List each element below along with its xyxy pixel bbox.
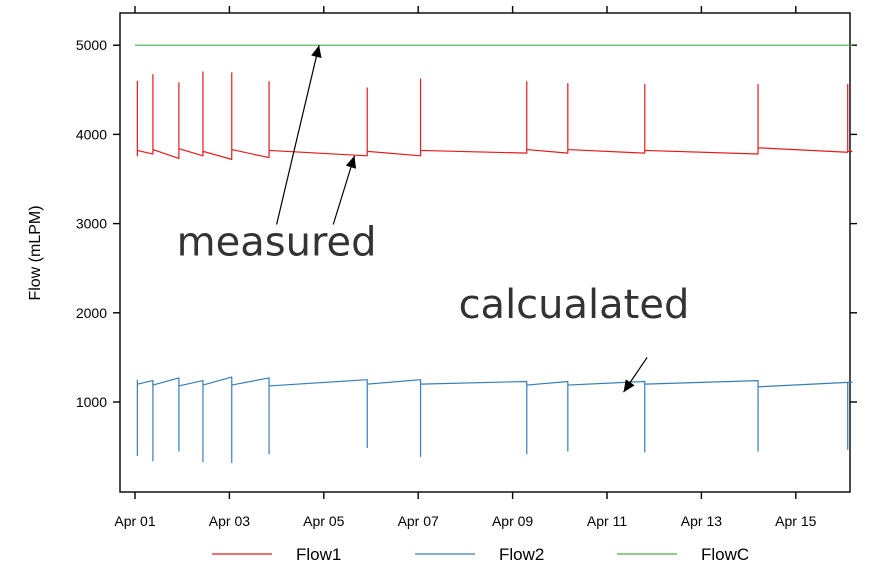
annotation-arrowhead bbox=[311, 45, 322, 58]
y-tick-label: 2000 bbox=[76, 305, 107, 321]
series-line-flow1 bbox=[136, 71, 853, 160]
y-tick-label: 3000 bbox=[76, 216, 107, 232]
series bbox=[135, 44, 853, 464]
legend-label: FlowC bbox=[701, 545, 749, 564]
x-tick-label: Apr 09 bbox=[492, 513, 533, 529]
annotation-arrowhead bbox=[623, 379, 635, 393]
x-tick-label: Apr 15 bbox=[775, 513, 816, 529]
annotations: measured calcualated bbox=[177, 45, 690, 393]
y-tick-label: 5000 bbox=[76, 37, 107, 53]
annotation-label: measured bbox=[177, 220, 377, 266]
x-tick-label: Apr 05 bbox=[303, 513, 344, 529]
plot-frame bbox=[119, 12, 851, 493]
x-tick-label: Apr 03 bbox=[209, 513, 250, 529]
legend-label: Flow1 bbox=[296, 545, 341, 564]
x-tick-label: Apr 13 bbox=[681, 513, 722, 529]
x-tick-label: Apr 01 bbox=[114, 513, 155, 529]
annotation-arrow-line bbox=[276, 45, 320, 225]
series-line-flow2 bbox=[136, 376, 853, 464]
annotation-arrow-line bbox=[332, 155, 356, 225]
x-tick-label: Apr 11 bbox=[587, 513, 627, 529]
y-tick-label: 4000 bbox=[76, 126, 107, 142]
annotation-label: calcualated bbox=[459, 282, 690, 328]
legend: Flow1 Flow2 FlowC bbox=[212, 545, 749, 564]
y-tick-label: 1000 bbox=[76, 394, 107, 410]
x-tick-label: Apr 07 bbox=[398, 513, 439, 529]
y-axis-title: Flow (mLPM) bbox=[27, 205, 44, 300]
legend-label: Flow2 bbox=[499, 545, 544, 564]
annotation-arrowhead bbox=[345, 155, 357, 169]
ticks: Apr 01 Apr 03 Apr 05 Apr 07 Apr 09 Apr 11 Apr … bbox=[76, 6, 857, 529]
